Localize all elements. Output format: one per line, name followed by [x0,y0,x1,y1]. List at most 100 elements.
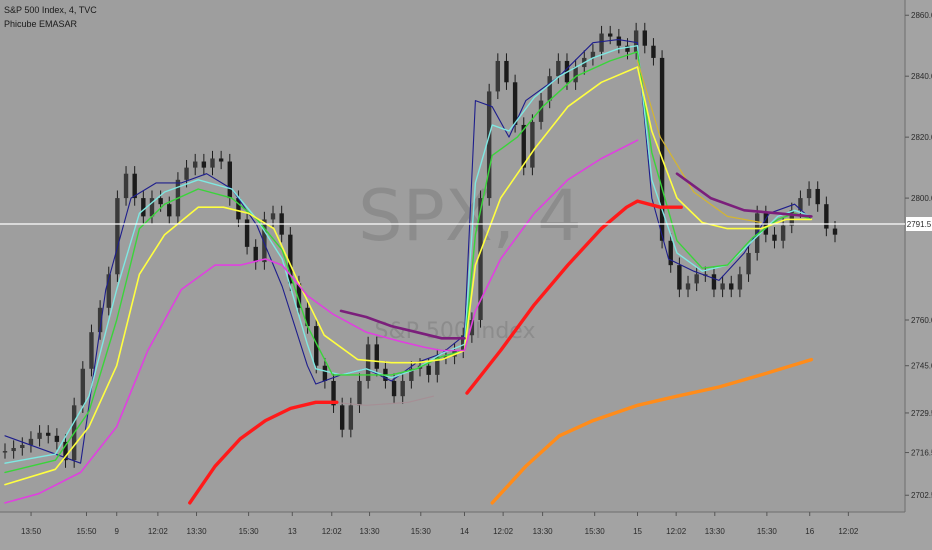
time-tick-label: 15:30 [239,527,260,536]
candle-body [305,307,310,327]
candle-body [651,45,656,58]
candle-body [538,100,544,122]
time-tick-label: 15 [633,527,642,536]
price-axis-ticks: 2860.0 2840.0 2820.0 2800.0 2760.0 2745.0 2729… [905,11,932,500]
candle-body [210,158,215,168]
price-tick-label: 2760.0 [911,316,932,325]
symbol-title: S&P 500 Index, 4, TVC [4,5,97,15]
candle-body [720,283,725,290]
candle-body [339,405,345,430]
candle-body [824,204,829,229]
candle-body [729,283,734,290]
candle-body [2,451,8,453]
candle-body [625,45,630,52]
candle-body [296,283,302,308]
candle-body [184,167,189,180]
current-price-label: 2791.5 [907,220,932,229]
candle-body [106,274,111,308]
time-tick-label: 12:02 [666,527,687,536]
price-tick-label: 2800.0 [911,194,932,203]
candle-body [391,380,397,397]
candle-body [262,219,267,263]
time-tick-label: 13:30 [705,527,726,536]
indicator-line-5 [4,139,639,504]
candle-body [435,356,440,375]
candle-body [780,225,786,241]
candle-body [772,234,777,241]
candle-body [37,432,42,439]
candle-body [357,380,362,406]
candle-body [832,228,838,235]
candle-body [236,198,241,220]
price-tick-label: 2860.0 [911,11,932,20]
time-tick-label: 13:30 [533,527,554,536]
candle-body [685,283,691,290]
candle-body [633,30,639,52]
candle-body [132,173,137,199]
candle-body [409,368,414,381]
indicator-lines [4,39,814,505]
candle-body [244,219,250,247]
candle-body [167,204,172,217]
candle-body [573,67,578,83]
candle-body [80,368,86,406]
time-tick-label: 14 [460,527,469,536]
candle-body [400,380,405,397]
time-tick-label: 15:50 [76,527,97,536]
candle-body [547,76,552,101]
time-tick-label: 13:30 [360,527,381,536]
candle-body [806,188,812,199]
candle-body [218,158,224,162]
indicator-line-11 [465,199,683,395]
candle-body [149,198,155,217]
candle-body [89,332,94,369]
candle-body [504,60,509,83]
indicator-line-12 [490,357,814,505]
candle-body [348,405,354,430]
candle-body [253,246,258,263]
candle-body [486,91,492,199]
candle-body [461,335,466,351]
candle-body [141,198,146,217]
indicator-line-2 [4,45,813,464]
candle-body [616,36,622,46]
current-price-tag [906,217,932,231]
time-tick-label: 12:02 [838,527,859,536]
candle-body [20,444,25,448]
candle-body [227,161,232,199]
candle-body [11,448,16,452]
time-tick-label: 12:02 [322,527,343,536]
candle-body [115,198,120,275]
indicator-line-1 [4,39,812,464]
candle-body [478,198,483,320]
candle-body [270,213,276,220]
price-tick-label: 2840.0 [911,72,932,81]
time-tick-label: 13:30 [187,527,208,536]
candle-body [521,124,526,168]
candle-body [659,57,665,241]
candle-body [288,234,293,284]
price-tick-label: 2716.5 [911,449,932,458]
price-tick-label: 2729.5 [911,409,932,418]
candle-body [694,274,699,284]
candle-body [46,432,51,436]
indicator-line-8 [675,172,813,218]
candle-body [590,51,596,58]
price-axis-panel [905,0,932,550]
price-tick-label: 2820.0 [911,133,932,142]
time-axis-panel [0,512,932,550]
time-tick-label: 12:02 [493,527,514,536]
indicator-title: Phicube EMASAR [4,19,78,29]
candle-body [642,30,647,46]
candle-body [668,240,673,266]
indicator-line-6 [636,60,762,224]
time-tick-label: 13:50 [21,527,42,536]
candle-body [495,60,501,92]
candle-body [599,33,604,52]
candle-body [426,365,431,375]
candle-body [365,344,371,381]
candle-body [63,441,68,461]
candle-body [711,274,717,290]
